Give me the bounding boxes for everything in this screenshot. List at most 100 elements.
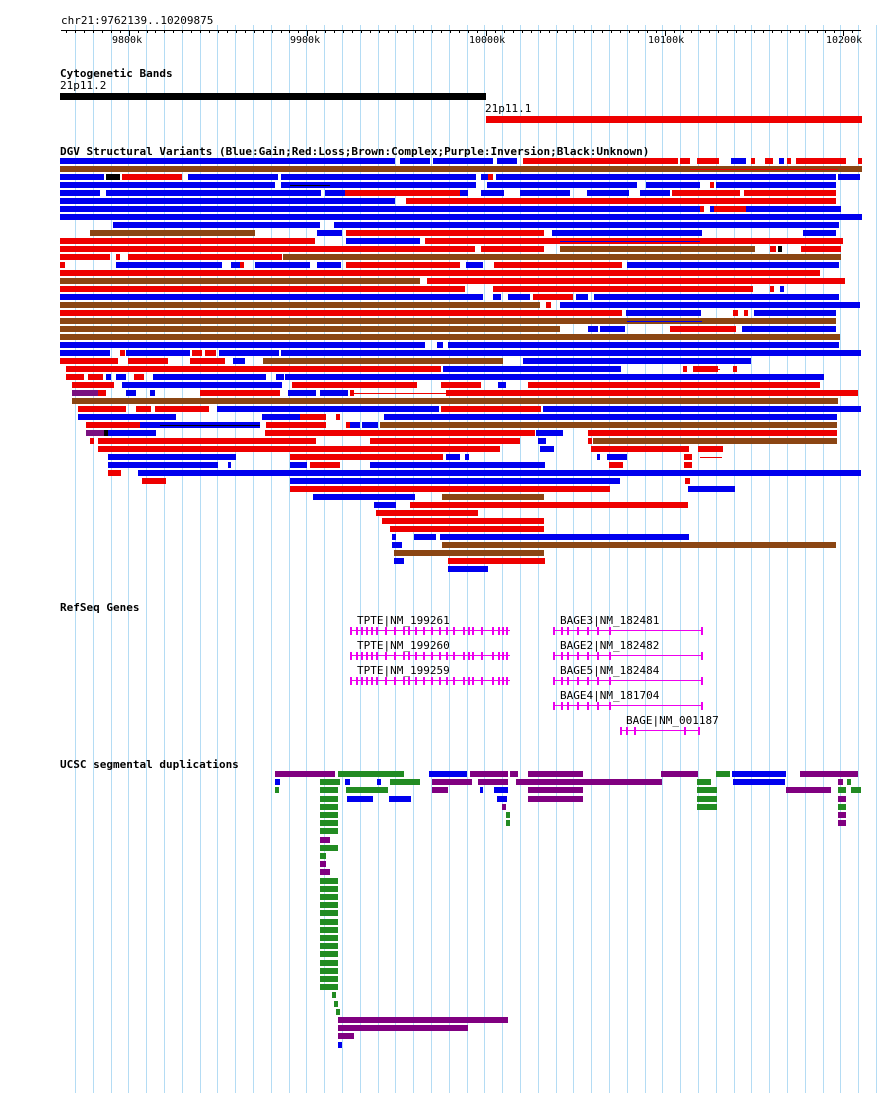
gene-exon[interactable] [361,652,363,660]
sv-gain[interactable] [219,350,279,356]
sv-gain[interactable] [754,310,836,316]
sv-loss[interactable] [546,302,551,308]
gene-exon[interactable] [463,677,465,685]
segdup-purple[interactable] [786,787,831,793]
sv-gain[interactable] [276,374,284,380]
sv-gain[interactable] [496,174,836,180]
sv-loss[interactable] [290,454,443,460]
sv-gain[interactable] [560,302,860,308]
sv-complex[interactable] [60,278,420,284]
sv-gain[interactable] [126,390,136,396]
gene-exon[interactable] [376,627,378,635]
sv-loss[interactable] [684,462,692,468]
sv-gain[interactable] [108,430,156,436]
sv-loss[interactable] [205,350,216,356]
segdup-green[interactable] [506,820,510,826]
segdup-blue[interactable] [494,787,508,793]
sv-gain[interactable] [290,478,620,484]
gene-exon[interactable] [423,652,425,660]
sv-inversion[interactable] [86,430,104,436]
sv-loss[interactable] [78,406,126,412]
sv-gain[interactable] [543,406,861,412]
sv-gain[interactable] [138,470,861,476]
segdup-green[interactable] [320,902,338,908]
sv-loss[interactable] [108,470,121,476]
gene-exon[interactable] [701,702,703,710]
sv-complex[interactable] [90,230,255,236]
gene-exon[interactable] [498,627,500,635]
segdup-green[interactable] [320,927,338,933]
sv-gain[interactable] [640,190,670,196]
segdup-purple[interactable] [432,787,448,793]
sv-loss[interactable] [441,382,481,388]
gene-exon[interactable] [561,652,563,660]
sv-gain[interactable] [106,374,111,380]
gene-exon[interactable] [561,627,563,635]
segdup-purple[interactable] [528,771,583,777]
gene-exon[interactable] [597,702,599,710]
sv-loss[interactable] [142,478,166,484]
sv-loss[interactable] [441,406,541,412]
sv-gain[interactable] [731,158,746,164]
gene-exon[interactable] [481,627,483,635]
sv-loss[interactable] [60,270,820,276]
gene-exon[interactable] [506,627,508,635]
sv-gain[interactable] [60,158,395,164]
segdup-green[interactable] [320,935,338,941]
sv-gain[interactable] [60,174,104,180]
segdup-purple[interactable] [528,796,583,802]
sv-loss[interactable] [523,158,678,164]
sv-complex[interactable] [72,398,838,404]
gene-exon[interactable] [371,627,373,635]
gene-exon[interactable] [609,677,611,685]
gene-exon[interactable] [597,652,599,660]
sv-gain[interactable] [60,294,483,300]
gene-exon[interactable] [481,652,483,660]
sv-gain[interactable] [394,558,404,564]
segdup-green[interactable] [346,787,388,793]
segdup-blue[interactable] [429,771,467,777]
gene-exon[interactable] [350,627,352,635]
sv-gain[interactable] [374,502,396,508]
sv-gain[interactable] [746,206,841,212]
sv-gain[interactable] [317,230,342,236]
sv-gain[interactable] [60,206,700,212]
sv-gain[interactable] [627,262,839,268]
sv-gain[interactable] [108,454,236,460]
gene-exon[interactable] [446,677,448,685]
segdup-blue[interactable] [338,1042,342,1048]
sv-loss[interactable] [116,254,120,260]
sv-gain[interactable] [497,158,517,164]
segdup-purple[interactable] [800,771,858,777]
segdup-green[interactable] [390,779,420,785]
cytoband-21p11-2[interactable] [60,93,486,100]
sv-unknown[interactable] [104,430,108,436]
sv-loss[interactable] [66,366,441,372]
sv-complex[interactable] [60,326,560,332]
sv-complex[interactable] [380,422,837,428]
gene-exon[interactable] [385,627,387,635]
sv-gain[interactable] [626,310,701,316]
gene-exon[interactable] [394,677,396,685]
gene-exon[interactable] [634,727,636,735]
segdup-green[interactable] [336,1009,340,1015]
sv-loss[interactable] [481,246,544,252]
gene-exon[interactable] [403,652,405,660]
sv-gain[interactable] [520,190,570,196]
segdup-purple[interactable] [338,1025,468,1031]
sv-loss[interactable] [192,350,202,356]
sv-complex[interactable] [593,438,837,444]
gene-exon[interactable] [684,727,686,735]
gene-exon[interactable] [366,652,368,660]
sv-gain[interactable] [265,414,325,420]
sv-gain[interactable] [465,454,469,460]
gene-exon[interactable] [567,677,569,685]
gene-exon[interactable] [553,652,555,660]
gene-exon[interactable] [553,702,555,710]
sv-loss[interactable] [300,414,326,420]
sv-loss[interactable] [427,278,845,284]
gene-exon[interactable] [394,652,396,660]
gene-exon[interactable] [626,727,628,735]
sv-loss[interactable] [98,438,316,444]
sv-loss[interactable] [72,382,114,388]
